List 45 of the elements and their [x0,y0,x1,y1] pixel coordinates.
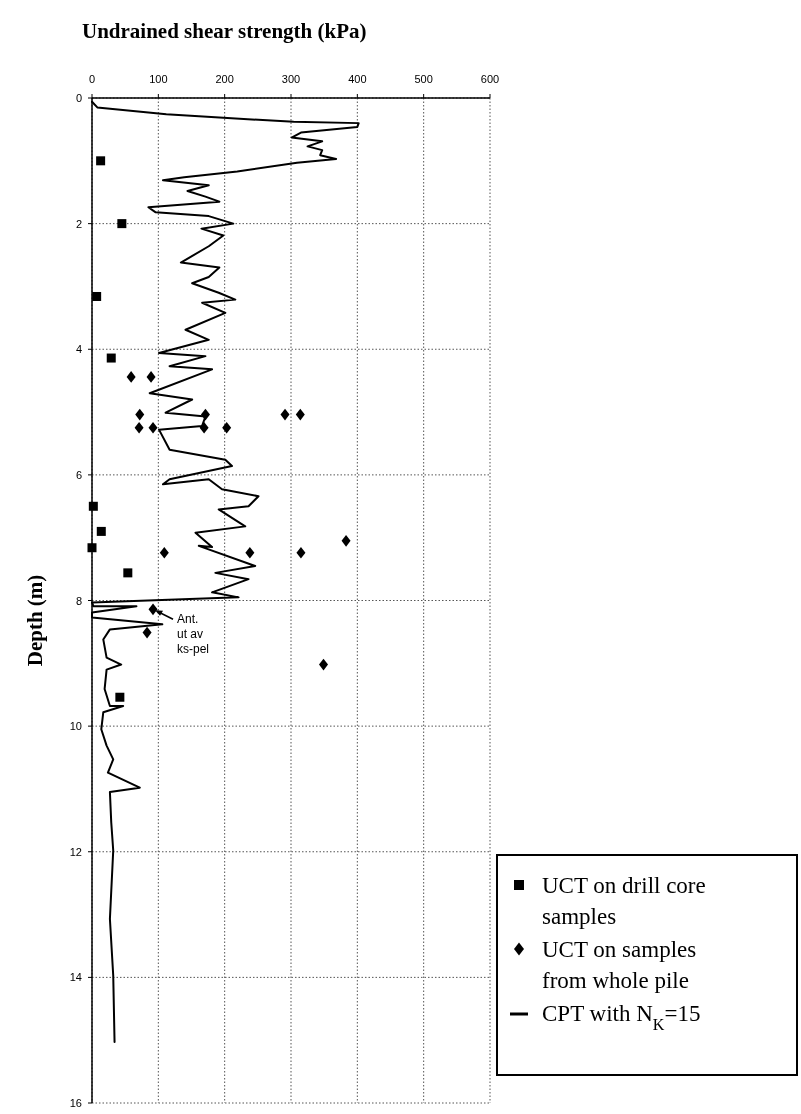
y-tick-label: 8 [75,594,82,607]
point [123,568,133,578]
legend-label: UCT on samples from whole pile [542,937,697,993]
point [87,543,97,553]
y-tick-label: 4 [75,343,82,356]
point [222,421,232,434]
legend-label: UCT on drill core samples [542,873,706,929]
y-tick-label: 12 [69,845,82,858]
x-tick-label: 200 [215,73,234,85]
annotation: Ant. ut av ks-pel [177,612,210,657]
x-tick-label: 400 [348,73,367,85]
y-tick-label: 0 [75,92,82,104]
x-tick-label: 600 [480,73,500,85]
point [134,421,144,434]
x-tick-label: 300 [281,73,301,85]
point [280,408,290,421]
x-axis-title: Undrained shear strength (kPa) [82,19,367,43]
y-axis-title: Depth (m) [23,574,47,667]
point [245,546,255,559]
point [96,526,106,536]
point [296,546,306,559]
point [115,692,125,702]
point [106,353,116,363]
point [92,291,102,301]
point [295,408,305,421]
point [159,546,169,559]
y-tick-label: 10 [69,720,82,733]
x-tick-label: 0 [88,73,96,85]
y-tick-label: 6 [75,468,82,481]
y-tick-label: 2 [75,217,82,230]
x-tick-label: 100 [149,73,168,85]
point [142,626,152,639]
x-tick-label: 500 [414,73,433,85]
point [88,501,98,511]
point [148,421,158,434]
point [341,534,351,547]
y-tick-label: 14 [69,971,82,984]
point [117,219,127,229]
point [96,156,106,166]
point [146,371,156,383]
point [135,408,145,421]
point [126,371,136,383]
legend-label: CPT with N$_{K}$=15 [542,1001,701,1033]
y-tick-label: 16 [69,1097,82,1109]
point [148,603,158,616]
